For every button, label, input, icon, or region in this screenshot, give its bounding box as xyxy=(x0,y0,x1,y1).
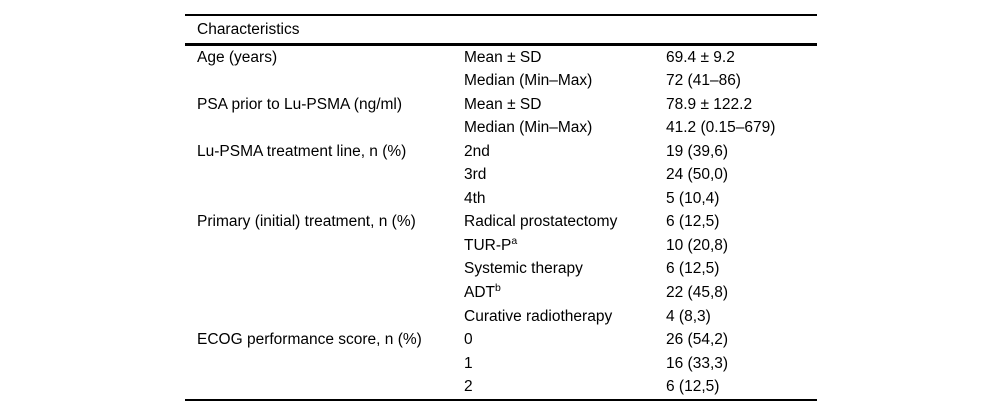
cell-value: 6 (12,5) xyxy=(666,260,720,278)
cell-value: 19 (39,6) xyxy=(666,142,729,160)
cell-statistic: Median (Min–Max) xyxy=(464,120,666,136)
statistic-label: TUR-P xyxy=(464,236,512,254)
statistic-label: Curative radiotherapy xyxy=(464,307,613,325)
statistic-label: Mean ± SD xyxy=(464,48,542,66)
cell-statistic: Radical prostatectomy xyxy=(464,214,666,230)
statistic-label: Mean ± SD xyxy=(464,95,542,113)
table-row: Curative radiotherapy 4 (8,3) xyxy=(185,305,817,329)
cell-value: 4 (8,3) xyxy=(666,307,711,325)
statistic-label: Median (Min–Max) xyxy=(464,119,593,137)
table-row: ADTb 22 (45,8) xyxy=(185,281,817,305)
table-row: Age (years) Mean ± SD 69.4 ± 9.2 xyxy=(185,46,817,70)
table-header-rule xyxy=(185,43,817,46)
table-header-row: Characteristics xyxy=(185,16,817,44)
table-row: 1 16 (33,3) xyxy=(185,352,817,376)
statistic-label: Radical prostatectomy xyxy=(464,213,618,231)
cell-statistic: TUR-Pa xyxy=(464,234,666,254)
cell-statistic: Mean ± SD xyxy=(464,95,666,113)
table-top-rule xyxy=(185,14,817,16)
table-row: 2 6 (12,5) xyxy=(185,375,817,399)
cell-value: 41.2 (0.15–679) xyxy=(666,119,776,137)
table-row: Median (Min–Max) 41.2 (0.15–679) xyxy=(185,116,817,140)
statistic-label: 1 xyxy=(464,354,473,372)
cell-characteristic: PSA prior to Lu-PSMA (ng/ml) xyxy=(197,95,403,113)
table-row: TUR-Pa 10 (20,8) xyxy=(185,234,817,258)
table-row: Systemic therapy 6 (12,5) xyxy=(185,257,817,281)
table-row: Lu-PSMA treatment line, n (%) 2nd 19 (39… xyxy=(185,140,817,164)
cell-value: 6 (12,5) xyxy=(666,378,720,396)
footnote-marker: b xyxy=(495,281,501,294)
cell-value: 69.4 ± 9.2 xyxy=(666,48,735,66)
cell-characteristic: Lu-PSMA treatment line, n (%) xyxy=(197,142,407,160)
statistic-label: ADT xyxy=(464,283,495,301)
cell-value: 6 (12,5) xyxy=(666,213,720,231)
table-body: Age (years) Mean ± SD 69.4 ± 9.2 Median … xyxy=(185,46,817,399)
statistic-label: 2 xyxy=(464,378,473,396)
cell-value: 26 (54,2) xyxy=(666,331,729,349)
cell-statistic: Curative radiotherapy xyxy=(464,307,666,325)
table-row: Primary (initial) treatment, n (%) Radic… xyxy=(185,210,817,234)
cell-statistic: 2nd xyxy=(464,142,666,160)
table-row: 3rd 24 (50,0) xyxy=(185,163,817,187)
cell-statistic: 4th xyxy=(464,191,666,207)
cell-characteristic: Age (years) xyxy=(197,48,278,66)
cell-value: 78.9 ± 122.2 xyxy=(666,95,753,113)
cell-value: 5 (10,4) xyxy=(666,189,720,207)
footnote-marker: a xyxy=(511,234,518,247)
statistic-label: 4th xyxy=(464,189,486,207)
cell-statistic: ADTb xyxy=(464,281,666,301)
cell-statistic: Mean ± SD xyxy=(464,48,666,66)
table-bottom-rule xyxy=(185,398,817,401)
statistic-label: Median (Min–Max) xyxy=(464,72,593,90)
table-header-label: Characteristics xyxy=(197,20,300,38)
table-row: 4th 5 (10,4) xyxy=(185,187,817,211)
cell-value: 16 (33,3) xyxy=(666,354,729,372)
table-row: PSA prior to Lu-PSMA (ng/ml) Mean ± SD 7… xyxy=(185,93,817,117)
cell-value: 24 (50,0) xyxy=(666,166,729,184)
cell-value: 10 (20,8) xyxy=(666,236,729,254)
cell-value: 22 (45,8) xyxy=(666,283,729,301)
patient-characteristics-table: Characteristics Age (years) Mean ± SD 69… xyxy=(185,14,817,401)
statistic-label: Systemic therapy xyxy=(464,260,583,278)
cell-statistic: 0 xyxy=(464,332,666,348)
statistic-label: 3rd xyxy=(464,166,487,184)
cell-characteristic: Primary (initial) treatment, n (%) xyxy=(197,213,416,231)
table-row: Median (Min–Max) 72 (41–86) xyxy=(185,69,817,93)
cell-value: 72 (41–86) xyxy=(666,72,741,90)
cell-statistic: Systemic therapy xyxy=(464,261,666,277)
statistic-label: 0 xyxy=(464,331,473,349)
cell-statistic: 1 xyxy=(464,354,666,372)
cell-characteristic: ECOG performance score, n (%) xyxy=(197,331,422,349)
cell-statistic: 3rd xyxy=(464,167,666,183)
cell-statistic: 2 xyxy=(464,379,666,395)
table-row: ECOG performance score, n (%) 0 26 (54,2… xyxy=(185,328,817,352)
cell-statistic: Median (Min–Max) xyxy=(464,73,666,89)
statistic-label: 2nd xyxy=(464,142,490,160)
